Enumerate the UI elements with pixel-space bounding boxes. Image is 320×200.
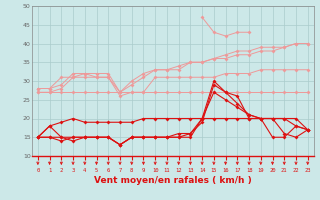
X-axis label: Vent moyen/en rafales ( km/h ): Vent moyen/en rafales ( km/h ) bbox=[94, 176, 252, 185]
